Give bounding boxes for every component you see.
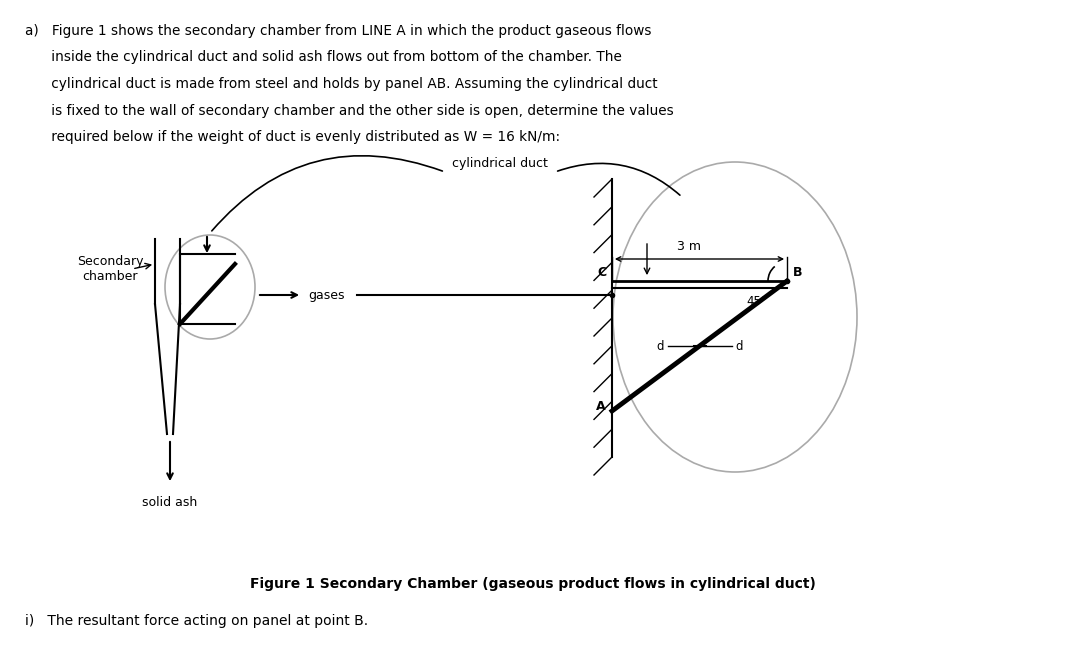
Text: 3 m: 3 m (677, 240, 701, 253)
Text: Figure 1 Secondary Chamber (gaseous product flows in cylindrical duct): Figure 1 Secondary Chamber (gaseous prod… (251, 577, 815, 591)
Text: inside the cylindrical duct and solid ash flows out from bottom of the chamber. : inside the cylindrical duct and solid as… (25, 51, 621, 65)
Text: C: C (597, 266, 605, 279)
Text: a)   Figure 1 shows the secondary chamber from LINE A in which the product gaseo: a) Figure 1 shows the secondary chamber … (25, 24, 651, 38)
Text: solid ash: solid ash (143, 496, 197, 509)
Text: 45°: 45° (746, 295, 768, 308)
Text: d: d (656, 339, 663, 353)
Text: cylindrical duct: cylindrical duct (452, 158, 548, 171)
Text: A: A (596, 401, 605, 413)
Text: cylindrical duct is made from steel and holds by panel AB. Assuming the cylindri: cylindrical duct is made from steel and … (25, 77, 658, 91)
Text: B: B (793, 266, 803, 279)
Text: i)   The resultant force acting on panel at point B.: i) The resultant force acting on panel a… (25, 614, 368, 628)
Text: d: d (736, 339, 743, 353)
Text: Secondary
chamber: Secondary chamber (77, 254, 143, 283)
Text: is fixed to the wall of secondary chamber and the other side is open, determine : is fixed to the wall of secondary chambe… (25, 103, 674, 117)
Text: required below if the weight of duct is evenly distributed as W = 16 kN/m:: required below if the weight of duct is … (25, 130, 560, 144)
Text: gases: gases (308, 289, 344, 302)
